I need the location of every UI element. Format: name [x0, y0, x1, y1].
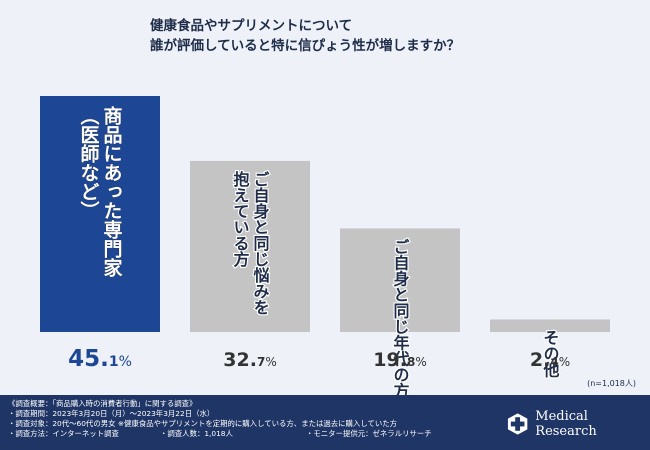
footer-survey-provider: ・モニター提供元：ゼネラルリサーチ: [306, 429, 432, 438]
bar-label-0-line-0: 商品にあった専門家: [101, 105, 123, 277]
brand-name: Medical Research: [535, 409, 597, 439]
bar-1: [190, 160, 310, 332]
chart-title-line-1: 健康食品やサプリメントについて: [150, 18, 353, 34]
value-label-1: 32.7%: [223, 349, 276, 371]
value-label-2: 19.8%: [373, 349, 426, 371]
chart-title: 健康食品やサプリメントについて 誰が評価していると特に信ぴょう性が増しますか？: [150, 16, 620, 56]
bar-label-3-line-0: その他: [541, 329, 561, 378]
bar-2: [340, 228, 460, 332]
value-label-0: 45.1%: [68, 346, 132, 372]
bar-0: [40, 96, 160, 332]
footer-survey-count: ・調査人数：1,018人: [160, 429, 233, 438]
footer-survey-method: ・調査方法：インターネット調査: [8, 429, 119, 438]
bar-label-1-line-0: ご自身と同じ悩みを: [251, 170, 270, 315]
value-label-3: 2.4%: [530, 349, 570, 371]
bar-label-0-line-1: （医師など）: [78, 106, 100, 220]
brand-logo: Medical Research: [506, 409, 650, 439]
footer-survey-target: ・調査対象：20代〜60代の男女 ※健康食品やサプリメントを定期的に購入している…: [8, 419, 398, 428]
sample-size-note: (n=1,018人): [587, 379, 636, 388]
bar-3: [490, 319, 610, 332]
bar-label-2-line-0: ご自身と同じ年代の方: [391, 237, 411, 395]
medical-cross-icon: [507, 413, 528, 435]
bar-label-1-line-1: 抱えている方: [231, 170, 250, 268]
chart-title-line-2: 誰が評価していると特に信ぴょう性が増しますか？: [150, 38, 461, 54]
survey-footer: 《調査概要：「商品購入時の消費者行動」に関する調査》 ・調査期間：2023年3月…: [0, 395, 650, 450]
footer-survey-title: 《調査概要：「商品購入時の消費者行動」に関する調査》: [8, 399, 197, 408]
footer-survey-period: ・調査期間：2023年3月20日（月）〜2023年3月22日（水）: [8, 409, 215, 418]
